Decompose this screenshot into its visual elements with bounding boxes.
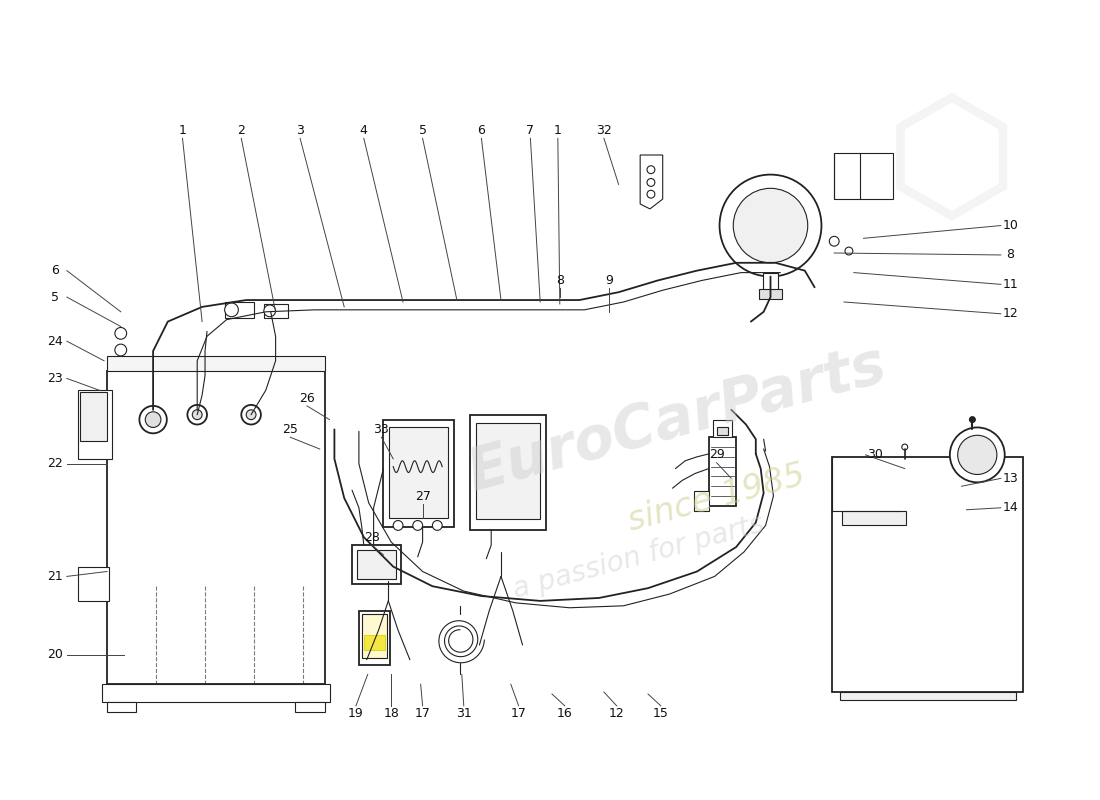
FancyBboxPatch shape [356,550,396,579]
Circle shape [845,247,853,255]
Circle shape [246,410,256,419]
Text: ⬡: ⬡ [886,90,1019,239]
FancyBboxPatch shape [107,702,136,712]
Text: 3: 3 [296,124,304,137]
Text: 17: 17 [510,707,527,720]
FancyBboxPatch shape [364,635,385,650]
Circle shape [114,327,126,339]
FancyBboxPatch shape [384,419,454,527]
Text: 10: 10 [1003,219,1019,232]
Circle shape [140,406,167,434]
Text: 26: 26 [299,391,315,405]
Circle shape [224,303,239,317]
Text: 7: 7 [527,124,535,137]
Text: 24: 24 [47,334,63,348]
Circle shape [393,521,403,530]
Text: 4: 4 [360,124,367,137]
FancyBboxPatch shape [107,370,324,684]
Text: 18: 18 [383,707,399,720]
Circle shape [145,412,161,427]
Circle shape [902,444,908,450]
Text: 33: 33 [374,423,389,436]
Text: 12: 12 [608,707,625,720]
Circle shape [949,427,1004,482]
Circle shape [114,344,126,356]
FancyBboxPatch shape [102,684,330,702]
Text: 5: 5 [419,124,427,137]
FancyBboxPatch shape [264,304,288,318]
Text: 31: 31 [455,707,472,720]
FancyBboxPatch shape [470,414,546,530]
Text: 8: 8 [1006,249,1014,262]
Circle shape [241,405,261,425]
Text: 32: 32 [596,124,612,137]
Circle shape [719,174,822,277]
FancyBboxPatch shape [352,545,402,584]
FancyBboxPatch shape [833,457,1023,692]
FancyBboxPatch shape [107,356,324,370]
FancyBboxPatch shape [694,491,708,510]
Circle shape [432,521,442,530]
Text: 1: 1 [178,124,186,137]
Text: 1: 1 [554,124,562,137]
Circle shape [192,410,202,419]
FancyBboxPatch shape [359,610,390,665]
Text: 22: 22 [47,457,63,470]
Text: EuroCarParts: EuroCarParts [462,336,893,503]
FancyBboxPatch shape [840,692,1015,700]
Text: 29: 29 [708,448,725,462]
Text: 21: 21 [47,570,63,583]
Circle shape [647,166,654,174]
Text: 30: 30 [868,448,883,462]
Text: 15: 15 [652,707,669,720]
Circle shape [734,188,807,262]
Circle shape [829,236,839,246]
FancyBboxPatch shape [78,566,109,601]
FancyBboxPatch shape [295,702,324,712]
Text: 5: 5 [51,290,59,304]
Text: 8: 8 [556,274,564,287]
FancyBboxPatch shape [762,273,779,292]
Text: since 1985: since 1985 [625,458,808,538]
FancyBboxPatch shape [389,427,448,518]
FancyBboxPatch shape [224,302,254,318]
Text: 28: 28 [364,530,380,544]
Text: 23: 23 [47,372,63,385]
Text: 2: 2 [238,124,245,137]
Text: 13: 13 [1003,472,1019,485]
FancyBboxPatch shape [475,422,540,518]
Text: 11: 11 [1003,278,1019,291]
Circle shape [647,178,654,186]
Text: 14: 14 [1003,502,1019,514]
Circle shape [264,305,276,317]
Text: 19: 19 [348,707,364,720]
Polygon shape [834,153,893,199]
FancyBboxPatch shape [716,427,728,435]
Text: 20: 20 [47,648,63,662]
FancyBboxPatch shape [713,419,733,438]
Text: 17: 17 [415,707,430,720]
Text: 9: 9 [605,274,613,287]
FancyBboxPatch shape [759,290,782,299]
Text: 27: 27 [415,490,430,502]
Text: 16: 16 [557,707,573,720]
Circle shape [969,417,976,422]
FancyBboxPatch shape [79,392,107,441]
Circle shape [412,521,422,530]
Circle shape [958,435,997,474]
Text: 12: 12 [1003,307,1019,320]
Polygon shape [640,155,662,209]
FancyBboxPatch shape [78,390,112,459]
FancyBboxPatch shape [842,510,905,526]
Text: 6: 6 [477,124,485,137]
Circle shape [187,405,207,425]
FancyBboxPatch shape [708,438,736,506]
Circle shape [647,190,654,198]
Text: a passion for parts: a passion for parts [509,510,767,604]
FancyBboxPatch shape [362,614,387,658]
Text: 25: 25 [283,423,298,436]
Text: 6: 6 [52,264,59,277]
